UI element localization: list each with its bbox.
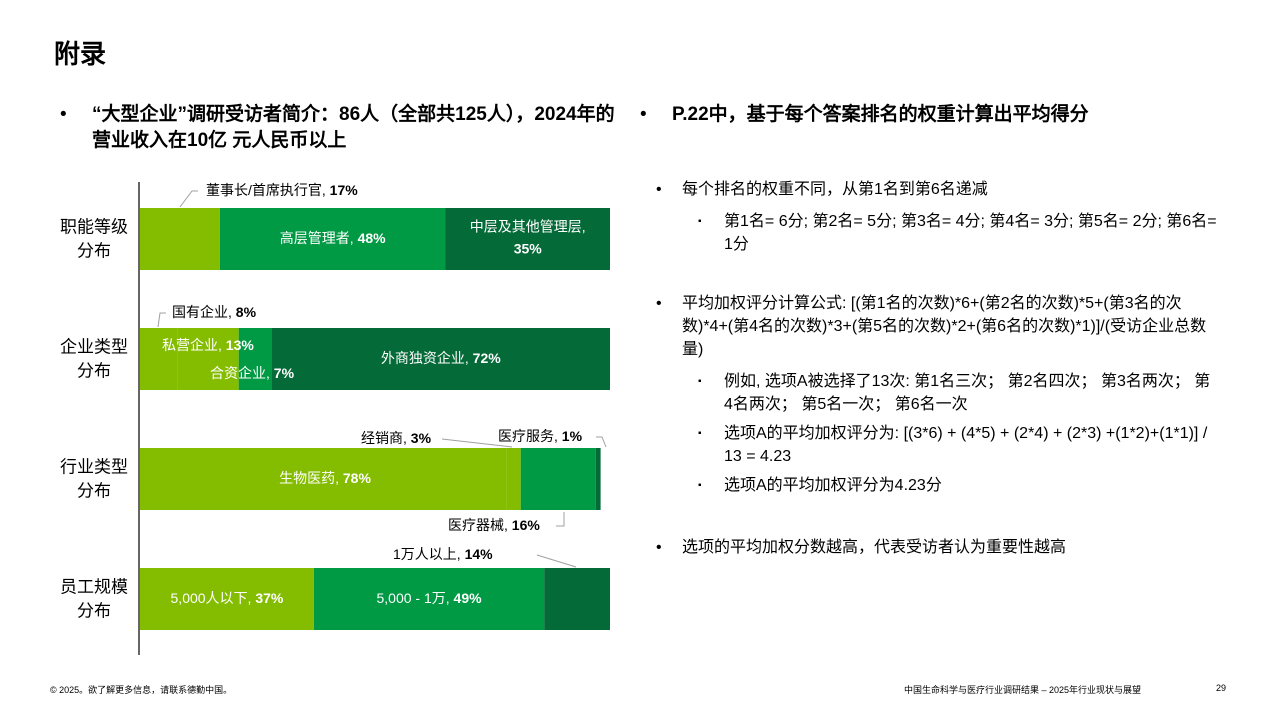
note-sub-2-2: ▪ 选项A的平均加权评分为: [(3*6) + (4*5) + (2*4) + … bbox=[698, 422, 1218, 468]
square-bullet-icon: ▪ bbox=[698, 376, 702, 387]
note-2-text: 平均加权评分计算公式: [(第1名的次数)*6+(第2名的次数)*5+(第3名的… bbox=[682, 295, 1207, 358]
bar-segment-2-2 bbox=[177, 328, 239, 390]
page-number: 29 bbox=[1216, 683, 1227, 693]
left-heading: • “大型企业”调研受访者简介：86人（全部共125人），2024年的营业收入在… bbox=[60, 102, 620, 154]
leader-line-1-1 bbox=[179, 190, 198, 208]
category-label-1-2: 分布 bbox=[77, 241, 111, 260]
data-label-3-2: 经销商, 3% bbox=[361, 430, 432, 446]
note-3-text: 选项的平均加权分数越高，代表受访者认为重要性越高 bbox=[682, 539, 1067, 556]
bar-segment-1-1 bbox=[140, 208, 220, 270]
data-label-2-3: 合资企业, 7% bbox=[210, 365, 295, 381]
note-1-text: 每个排名的权重不同，从第1名到第6名递减 bbox=[682, 181, 988, 198]
note-sub-2-2-text: 选项A的平均加权评分为: [(3*6) + (4*5) + (2*4) + (2… bbox=[724, 425, 1208, 465]
category-label-2-2: 分布 bbox=[77, 361, 111, 380]
left-heading-text: “大型企业”调研受访者简介：86人（全部共125人），2024年的营业收入在10… bbox=[92, 104, 615, 151]
bar-segment-3-4 bbox=[595, 448, 601, 510]
category-label-4-2: 分布 bbox=[77, 601, 111, 620]
leader-line-4-3 bbox=[536, 554, 577, 568]
leader-line-3-2 bbox=[441, 438, 513, 448]
category-label-3-2: 分布 bbox=[77, 481, 111, 500]
data-label-1-3-value: 35% bbox=[514, 241, 543, 257]
category-label-3-1: 行业类型 bbox=[60, 457, 128, 476]
data-label-1-3: 中层及其他管理层, bbox=[470, 219, 586, 235]
bullet-icon: • bbox=[656, 539, 662, 556]
note-sub-2-3: ▪ 选项A的平均加权评分为4.23分 bbox=[698, 474, 1218, 497]
square-bullet-icon: ▪ bbox=[698, 480, 702, 491]
bar-segment-3-3 bbox=[520, 448, 596, 510]
data-label-1-2: 高层管理者, 48% bbox=[280, 230, 386, 246]
bar-segment-2-1 bbox=[140, 328, 178, 390]
page-title: 附录 bbox=[54, 39, 107, 69]
category-label-4-1: 员工规模 bbox=[60, 577, 128, 596]
bar-segment-4-2 bbox=[313, 568, 545, 630]
footer-report-title: 中国生命科学与医疗行业调研结果 – 2025年行业现状与展望 bbox=[904, 685, 1142, 695]
bullet-icon: • bbox=[640, 104, 647, 125]
data-label-4-2: 5,000 - 1万, 49% bbox=[377, 590, 483, 606]
bullet-icon: • bbox=[60, 104, 67, 125]
data-label-2-4: 外商独资企业, 72% bbox=[381, 350, 501, 366]
square-bullet-icon: ▪ bbox=[698, 428, 702, 439]
bar-segment-1-2 bbox=[219, 208, 446, 270]
category-label-1-1: 职能等级 bbox=[60, 217, 128, 236]
bar-segment-2-3 bbox=[238, 328, 272, 390]
leader-line-2-1 bbox=[157, 312, 166, 328]
data-label-2-1: 国有企业, 8% bbox=[172, 304, 257, 320]
bar-segment-4-1 bbox=[140, 568, 314, 630]
footer-copyright: © 2025。欲了解更多信息，请联系德勤中国。 bbox=[50, 685, 233, 695]
bar-segment-4-3 bbox=[544, 568, 610, 630]
bar-segment-3-2 bbox=[506, 448, 521, 510]
note-bullet-1: • 每个排名的权重不同，从第1名到第6名递减 bbox=[656, 178, 1216, 201]
data-label-4-3: 1万人以上, 14% bbox=[393, 546, 493, 562]
data-label-4-1: 5,000人以下, 37% bbox=[171, 590, 284, 606]
bar-segment-3-1 bbox=[140, 448, 507, 510]
data-label-3-3: 医疗器械, 16% bbox=[448, 517, 540, 533]
leader-line-3-3 bbox=[556, 512, 565, 527]
note-bullet-3: • 选项的平均加权分数越高，代表受访者认为重要性越高 bbox=[656, 536, 1216, 559]
data-label-2-2: 私营企业, 13% bbox=[162, 337, 254, 353]
note-sub-1-1: ▪ 第1名= 6分; 第2名= 5分; 第3名= 4分; 第4名= 3分; 第5… bbox=[698, 210, 1218, 256]
right-heading: • P.22中，基于每个答案排名的权重计算出平均得分 bbox=[640, 102, 1240, 128]
category-label-2-1: 企业类型 bbox=[60, 337, 128, 356]
right-heading-text: P.22中，基于每个答案排名的权重计算出平均得分 bbox=[672, 104, 1089, 125]
data-label-1-1: 董事长/首席执行官, 17% bbox=[206, 182, 358, 198]
data-label-3-1: 生物医药, 78% bbox=[279, 470, 371, 486]
bullet-icon: • bbox=[656, 181, 662, 198]
bar-segment-1-3 bbox=[445, 208, 610, 270]
note-sub-2-3-text: 选项A的平均加权评分为4.23分 bbox=[724, 477, 942, 494]
square-bullet-icon: ▪ bbox=[698, 216, 702, 227]
data-label-3-4: 医疗服务, 1% bbox=[498, 428, 583, 444]
leader-line-3-4 bbox=[596, 436, 607, 448]
note-bullet-2: • 平均加权评分计算公式: [(第1名的次数)*6+(第2名的次数)*5+(第3… bbox=[656, 292, 1216, 361]
bullet-icon: • bbox=[656, 295, 662, 312]
note-sub-2-1-text: 例如, 选项A被选择了13次: 第1名三次； 第2名四次； 第3名两次； 第4名… bbox=[724, 373, 1211, 413]
note-sub-2-1: ▪ 例如, 选项A被选择了13次: 第1名三次； 第2名四次； 第3名两次； 第… bbox=[698, 370, 1218, 416]
bar-segment-2-4 bbox=[271, 328, 610, 390]
note-sub-1-1-text: 第1名= 6分; 第2名= 5分; 第3名= 4分; 第4名= 3分; 第5名=… bbox=[724, 213, 1217, 253]
